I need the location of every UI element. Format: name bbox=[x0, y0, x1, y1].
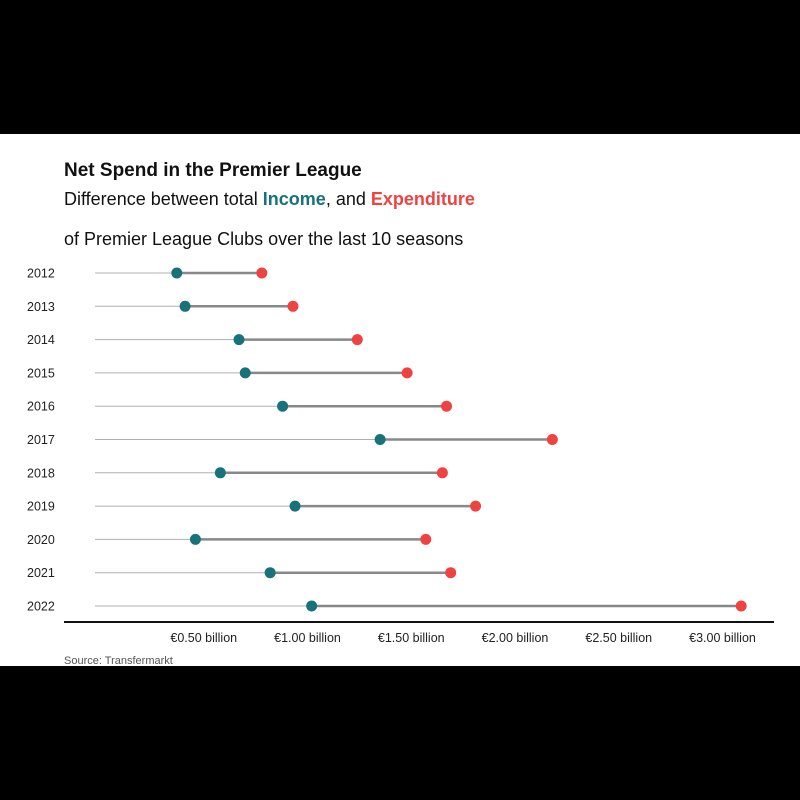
expenditure-point-2020 bbox=[420, 533, 432, 545]
x-tick-label: €0.50 billion bbox=[170, 631, 237, 645]
income-point-2016 bbox=[277, 400, 289, 412]
expenditure-point-2022 bbox=[735, 600, 747, 612]
subtitle-income-label: Income bbox=[263, 189, 326, 209]
income-point-2012 bbox=[171, 267, 183, 279]
dumbbell-chart: Net Spend in the Premier League Differen… bbox=[27, 160, 774, 666]
expenditure-point-2017 bbox=[546, 434, 558, 445]
expenditure-point-2018 bbox=[436, 467, 448, 479]
chart-subtitle-line1: Difference between total Income, and Exp… bbox=[64, 189, 475, 209]
subtitle-mid: , and bbox=[326, 189, 371, 209]
income-point-2013 bbox=[179, 300, 191, 312]
y-tick-label-2012: 2012 bbox=[27, 267, 55, 281]
chart-title: Net Spend in the Premier League bbox=[64, 160, 362, 181]
y-tick-label-2020: 2020 bbox=[27, 533, 55, 547]
y-tick-label-2022: 2022 bbox=[27, 600, 55, 614]
y-tick-label-2021: 2021 bbox=[27, 566, 55, 580]
y-tick-label-2016: 2016 bbox=[27, 400, 55, 414]
expenditure-point-2019 bbox=[470, 500, 482, 512]
chart-subtitle-line2: of Premier League Clubs over the last 10… bbox=[64, 229, 463, 249]
income-point-2020 bbox=[189, 533, 201, 545]
plot-area: 2012 2013 2014 2015 2016 2017 2018 2019 2020 2021… bbox=[27, 267, 747, 614]
subtitle-expenditure-label: Expenditure bbox=[371, 189, 475, 209]
subtitle-prefix: Difference between total bbox=[64, 189, 263, 209]
income-point-2017 bbox=[374, 434, 386, 445]
x-tick-label: €1.50 billion bbox=[378, 631, 445, 645]
source-note: Source: Transfermarkt bbox=[64, 655, 173, 666]
income-point-2014 bbox=[233, 334, 245, 346]
expenditure-point-2012 bbox=[256, 267, 268, 279]
income-point-2018 bbox=[214, 467, 226, 479]
expenditure-point-2021 bbox=[445, 567, 457, 579]
income-point-2021 bbox=[264, 567, 276, 579]
x-tick-label: €1.00 billion bbox=[274, 631, 341, 645]
income-point-2022 bbox=[306, 600, 318, 612]
y-tick-label-2014: 2014 bbox=[27, 333, 55, 347]
y-tick-label-2017: 2017 bbox=[27, 433, 55, 447]
y-tick-label-2013: 2013 bbox=[27, 300, 55, 314]
income-point-2019 bbox=[289, 500, 301, 512]
expenditure-point-2013 bbox=[287, 300, 299, 312]
y-tick-label-2018: 2018 bbox=[27, 466, 55, 480]
expenditure-point-2016 bbox=[441, 400, 453, 412]
income-point-2015 bbox=[239, 367, 251, 379]
x-tick-label: €2.00 billion bbox=[482, 631, 549, 645]
y-tick-label-2015: 2015 bbox=[27, 366, 55, 380]
expenditure-point-2015 bbox=[401, 367, 413, 379]
expenditure-point-2014 bbox=[351, 334, 363, 346]
x-axis-ticks: €0.50 billion €1.00 billion €1.50 billion €… bbox=[170, 631, 756, 645]
y-tick-label-2019: 2019 bbox=[27, 500, 55, 514]
chart-panel: Net Spend in the Premier League Differen… bbox=[0, 134, 800, 666]
x-tick-label: €3.00 billion bbox=[689, 631, 756, 645]
x-tick-label: €2.50 billion bbox=[585, 631, 652, 645]
